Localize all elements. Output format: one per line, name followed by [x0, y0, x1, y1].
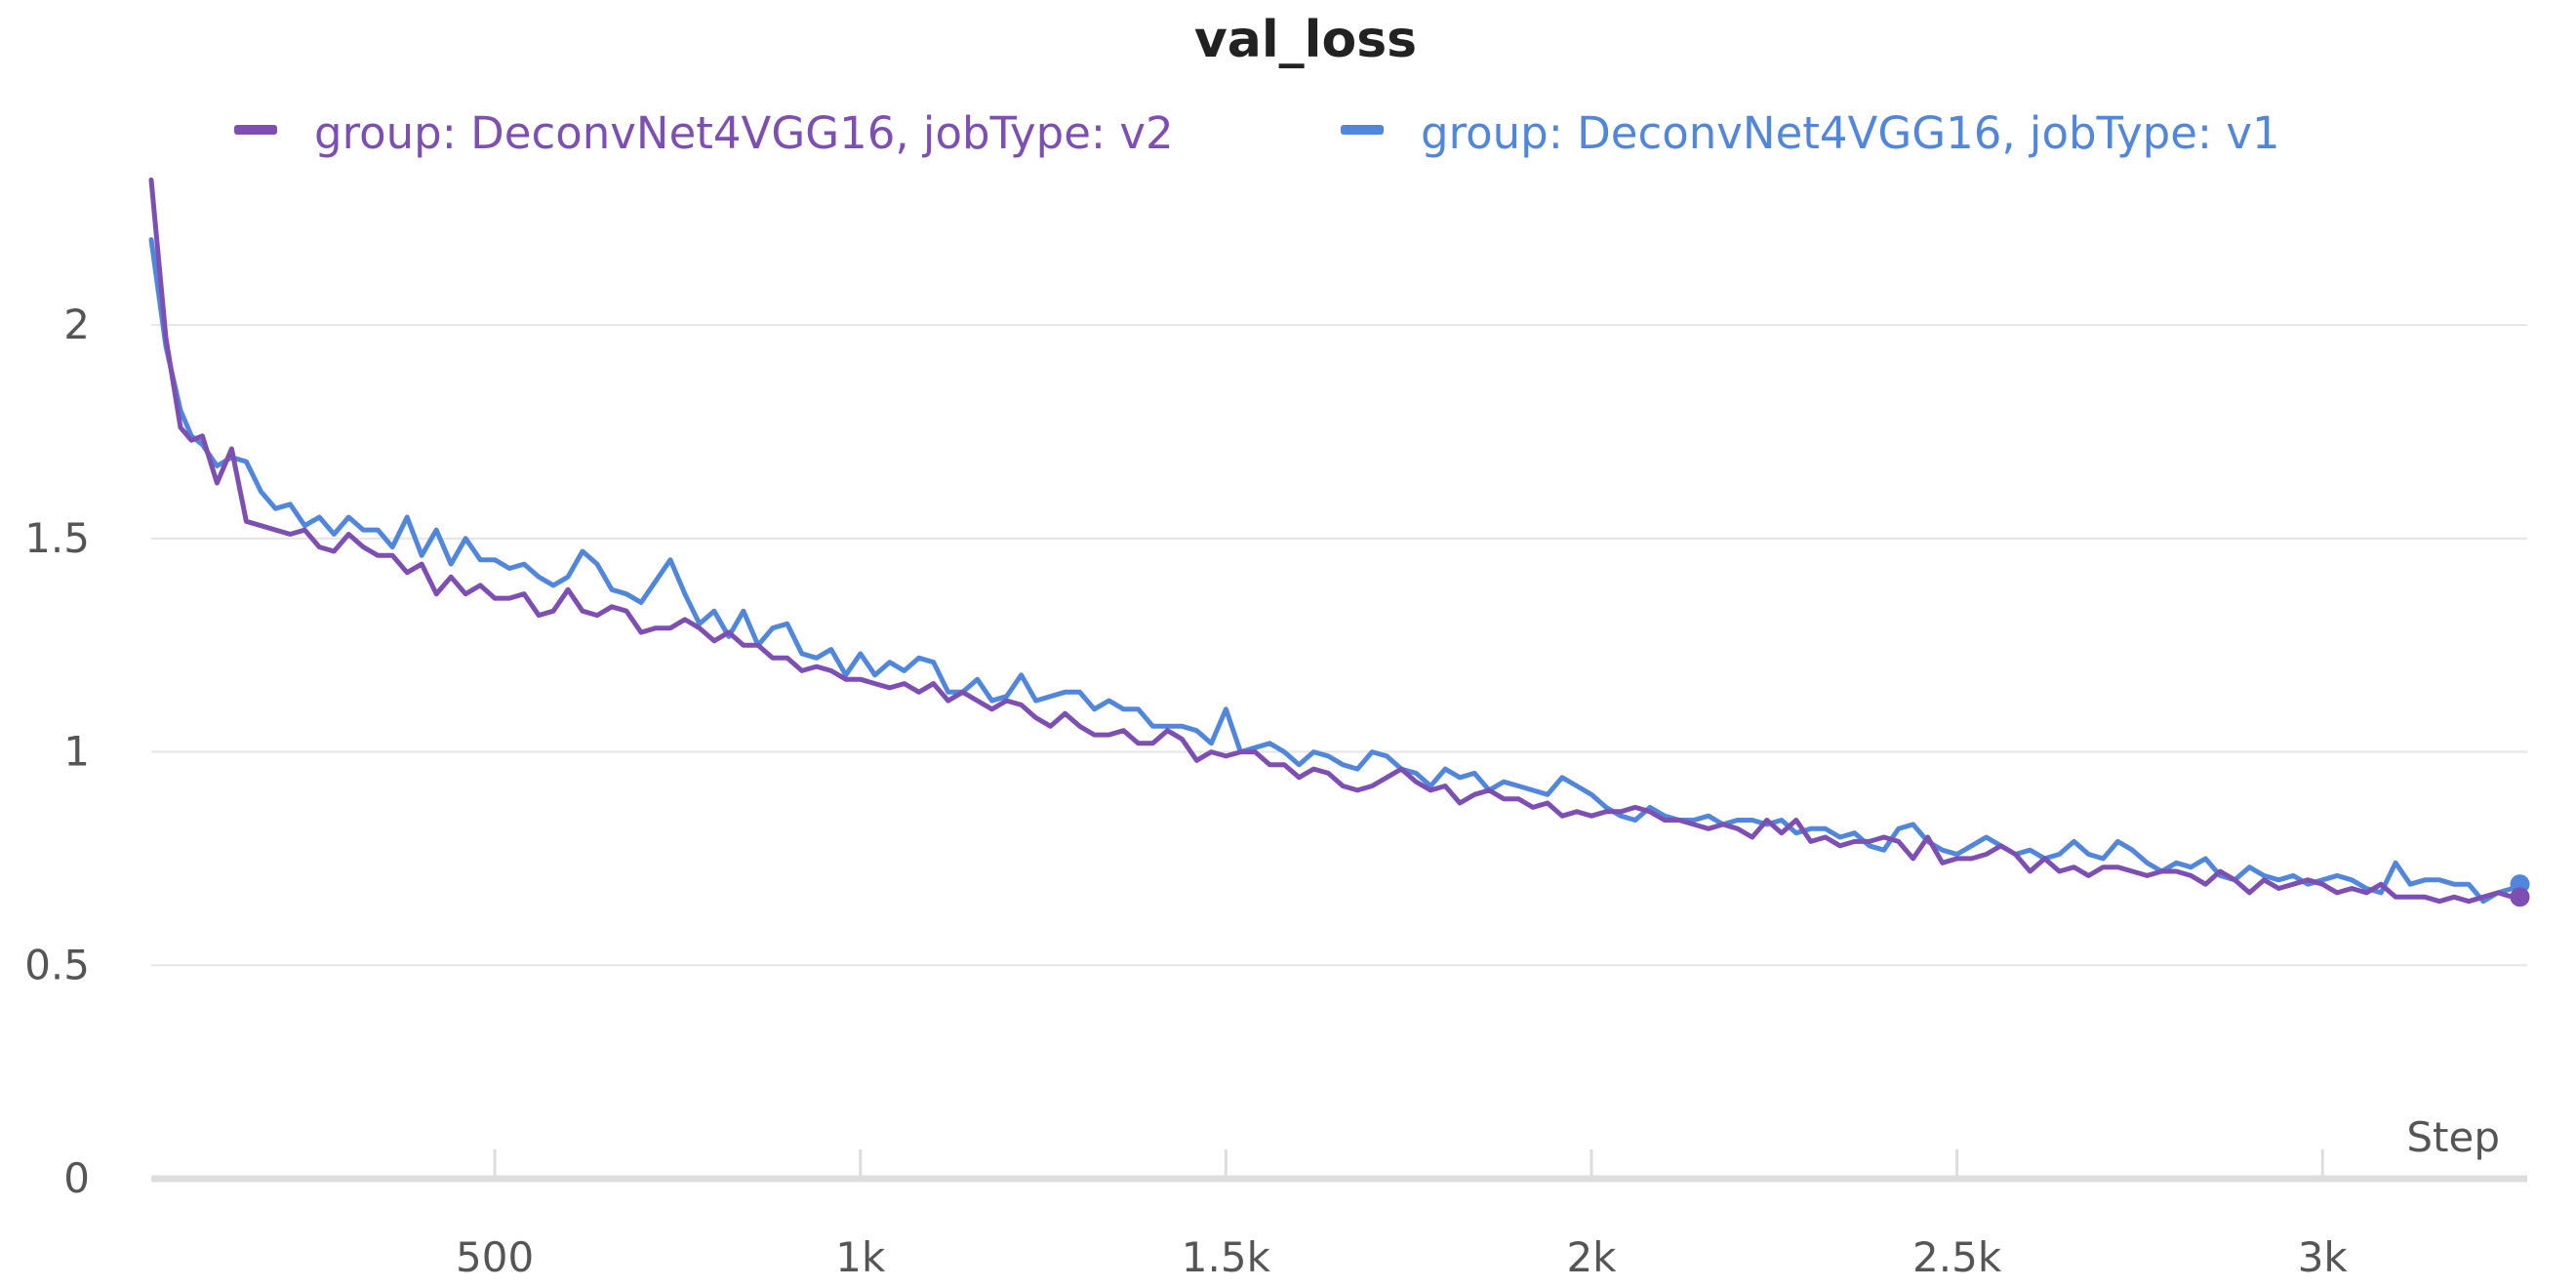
- legend-swatch-v2: [234, 125, 277, 135]
- series-line-v2[interactable]: [148, 177, 2522, 905]
- series-endpoint-v2: [2510, 887, 2530, 907]
- y-tick-label: 1: [63, 728, 90, 776]
- x-axis-label: Step: [2406, 1113, 2500, 1161]
- legend-label-v1: group: DeconvNet4VGG16, jobType: v1: [1421, 107, 2280, 159]
- legend-label-v2: group: DeconvNet4VGG16, jobType: v2: [314, 107, 1174, 159]
- y-tick-label: 0.5: [24, 941, 90, 988]
- y-tick-label: 2: [63, 301, 90, 348]
- x-tick-label: 2k: [1566, 1233, 1617, 1281]
- legend-item-v2[interactable]: group: DeconvNet4VGG16, jobType: v2: [234, 107, 1174, 159]
- series-lines: [148, 177, 2530, 907]
- x-axis: 500 1k 1.5k 2k 2.5k 3k: [151, 1149, 2527, 1281]
- series-line-v1[interactable]: [148, 237, 2522, 905]
- x-tick-label: 1k: [835, 1233, 886, 1281]
- x-tick-label: 3k: [2298, 1233, 2349, 1281]
- y-tick-label: 0: [63, 1154, 90, 1202]
- legend: group: DeconvNet4VGG16, jobType: v2 grou…: [234, 107, 2280, 159]
- x-tick-label: 1.5k: [1182, 1233, 1271, 1281]
- legend-swatch-v1: [1341, 125, 1384, 135]
- x-tick-label: 500: [456, 1233, 534, 1281]
- legend-item-v1[interactable]: group: DeconvNet4VGG16, jobType: v1: [1341, 107, 2280, 159]
- chart-title: val_loss: [1194, 11, 1417, 69]
- x-tick-label: 2.5k: [1912, 1233, 2002, 1281]
- y-tick-label: 1.5: [24, 514, 90, 562]
- y-axis: 0 0.5 1 1.5 2: [24, 301, 90, 1202]
- gridlines: [151, 324, 2527, 967]
